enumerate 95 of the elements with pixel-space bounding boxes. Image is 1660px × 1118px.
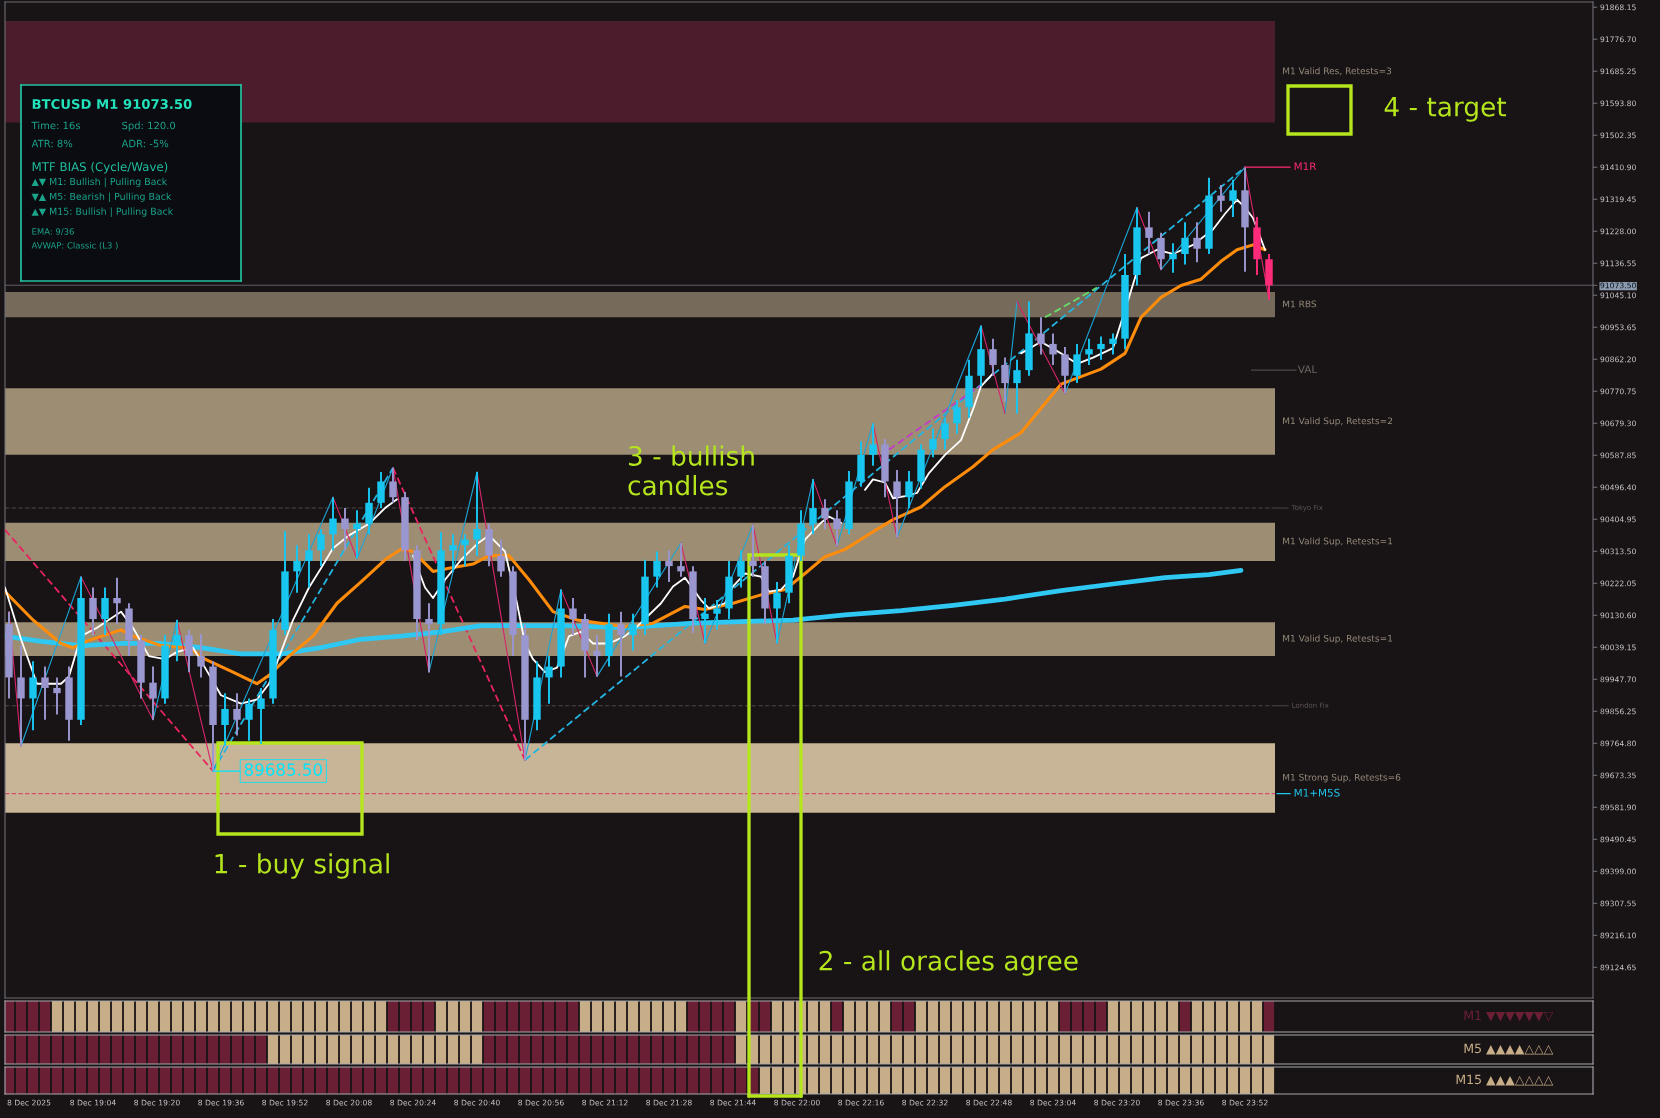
candlestick — [749, 523, 757, 578]
annotation: 4 - target — [1384, 97, 1507, 122]
annotation: ▼▲ M5: Bearish | Pulling Back — [31, 192, 172, 203]
candlestick — [353, 509, 361, 560]
candlestick — [329, 496, 337, 552]
candlestick — [893, 468, 901, 539]
candlestick — [1001, 356, 1009, 403]
annotation: ADR: -5% — [121, 139, 169, 148]
candlestick — [473, 471, 481, 557]
band-label: M1 RBS — [1283, 300, 1317, 308]
annotation: M1+M5S — [1294, 788, 1340, 797]
candlestick — [653, 550, 661, 589]
band-label: M1 Strong Sup, Retests=6 — [1283, 773, 1401, 783]
candlestick — [317, 528, 325, 568]
candlestick — [1085, 337, 1093, 366]
annotation: AVWAP: Classic (L3 ) — [31, 242, 118, 250]
candlestick — [41, 665, 49, 721]
candlestick — [713, 599, 721, 631]
candlestick — [1061, 346, 1069, 395]
text: BTCUSD M1 91073.50 — [32, 99, 192, 110]
candlestick — [701, 597, 709, 645]
candlestick — [53, 676, 61, 716]
candlestick — [989, 337, 997, 377]
candlestick — [617, 610, 625, 678]
candlestick — [1193, 221, 1201, 264]
candlestick — [101, 586, 109, 637]
annotation: 89685.50 — [244, 763, 322, 776]
candlestick — [833, 509, 841, 548]
candlestick — [377, 471, 385, 510]
candlestick — [89, 586, 97, 637]
candlestick — [629, 612, 637, 652]
candlestick — [173, 619, 181, 663]
candlestick — [1049, 332, 1057, 366]
candlestick — [1181, 221, 1189, 266]
candlestick — [1073, 342, 1081, 385]
band-label: M1 Valid Res, Retests=3 — [1283, 67, 1392, 76]
candlestick — [305, 533, 313, 589]
candlestick — [1217, 184, 1225, 213]
candlestick — [197, 633, 205, 679]
candlestick — [365, 486, 373, 536]
candlestick — [1013, 358, 1021, 415]
candlestick — [773, 580, 781, 645]
annotation: Spd: 120.0 — [122, 121, 176, 132]
annotation: ATR: 8% — [31, 139, 73, 148]
candlestick — [593, 634, 601, 678]
text: M15 ▲▲▲△△△△ — [1456, 1074, 1554, 1086]
candlestick — [941, 417, 949, 451]
candlestick — [113, 576, 121, 626]
candlestick — [293, 544, 301, 594]
candlestick — [461, 533, 469, 568]
annotation: M1R — [1294, 162, 1317, 171]
candlestick — [809, 478, 817, 536]
candlestick — [1157, 231, 1165, 271]
candlestick — [245, 697, 253, 742]
text: M5 ▲▲▲▲△△△ — [1464, 1043, 1554, 1055]
candlestick — [497, 538, 505, 578]
candlestick — [665, 549, 673, 583]
candlestick — [821, 498, 829, 531]
candlestick — [221, 692, 229, 747]
candlestick — [569, 597, 577, 637]
annotation: ▲▼ M1: Bullish | Pulling Back — [31, 177, 168, 188]
candlestick — [905, 469, 913, 510]
candlestick — [1109, 332, 1117, 356]
annotation: EMA: 9/36 — [32, 228, 74, 236]
candlestick — [869, 422, 877, 467]
candlestick — [545, 655, 553, 705]
candlestick — [425, 602, 433, 674]
annotation: ▲▼ M15: Bullish | Pulling Back — [31, 207, 174, 217]
candlestick — [17, 644, 25, 747]
candlestick — [29, 660, 37, 732]
ref-line-label: VAL — [1297, 365, 1318, 374]
candlestick — [449, 533, 457, 573]
annotation: Time: 16s — [31, 121, 81, 130]
annotation: 1 - buy signal — [215, 853, 389, 879]
candlestick — [953, 398, 961, 435]
band-label: M1 Valid Sup, Retests=1 — [1283, 634, 1393, 644]
text: M1 ▼▼▼▼▼▼▽ — [1464, 1010, 1554, 1022]
band-label: M1 Valid Sup, Retests=1 — [1283, 537, 1393, 547]
candlestick — [257, 686, 265, 745]
candlestick — [185, 628, 193, 674]
band-label: M1 Valid Sup, Retests=2 — [1283, 417, 1393, 426]
ref-line-label: 2 - all oracles agree — [819, 950, 1078, 976]
candlestick — [737, 549, 745, 589]
candlestick — [389, 466, 397, 504]
candlestick — [1097, 335, 1105, 361]
candlestick — [929, 427, 937, 459]
candlestick — [1169, 242, 1177, 274]
candlestick — [149, 665, 157, 721]
candlestick — [677, 542, 685, 578]
annotation: MTF BIAS (Cycle/Wave) — [32, 162, 168, 174]
candlestick — [1145, 210, 1153, 255]
candlestick — [233, 692, 241, 737]
candlestick — [341, 507, 349, 552]
candlestick — [1229, 178, 1237, 218]
candlestick — [1037, 316, 1045, 356]
